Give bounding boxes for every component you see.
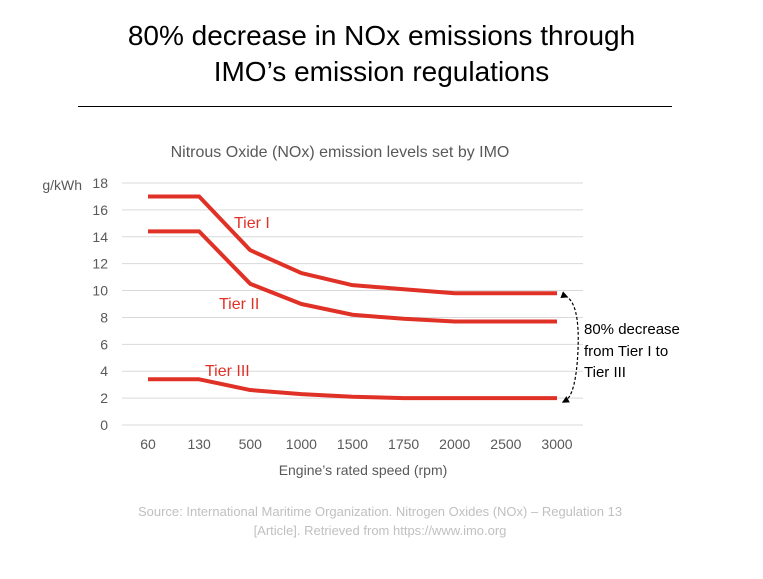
title-divider [78, 106, 672, 107]
title-line-2: IMO’s emission regulations [213, 56, 550, 87]
source-note: Source: International Maritime Organizat… [90, 502, 670, 540]
y-tick-label: 8 [100, 309, 108, 325]
y-tick-label: 12 [92, 256, 108, 272]
x-tick-label: 500 [239, 436, 263, 452]
x-axis-label: Engine’s rated speed (rpm) [279, 462, 448, 478]
series-label-tier-1: Tier I [234, 215, 270, 232]
x-tick-label: 130 [187, 436, 211, 452]
source-line-1: Source: International Maritime Organizat… [137, 504, 623, 519]
annotation-line-2: from Tier I to [584, 343, 668, 360]
y-axis-label: g/kWh [42, 177, 82, 193]
series-label-tier-3: Tier III [205, 363, 250, 380]
y-tick-label: 6 [100, 336, 108, 352]
slide-title: 80% decrease in NOx emissions through IM… [0, 18, 763, 90]
annotation-line-1: 80% decrease [584, 321, 680, 338]
x-tick-label: 2500 [490, 436, 521, 452]
x-tick-label: 2000 [439, 436, 470, 452]
y-tick-label: 14 [92, 229, 108, 245]
x-tick-label: 1500 [337, 436, 368, 452]
series-line-tier-3 [148, 377, 557, 401]
series-line-tier-2 [148, 229, 557, 324]
chart-title: Nitrous Oxide (NOx) emission levels set … [171, 144, 510, 161]
y-tick-label: 0 [100, 417, 108, 433]
series-line-tier-1 [148, 194, 557, 296]
x-tick-label: 60 [140, 436, 156, 452]
series-label-tier-2: Tier II [219, 296, 259, 313]
y-tick-label: 16 [92, 202, 108, 218]
y-tick-label: 18 [92, 175, 108, 191]
x-tick-label: 1750 [388, 436, 419, 452]
x-tick-label: 3000 [541, 436, 572, 452]
x-tick-label: 1000 [286, 436, 317, 452]
decrease-arrow [560, 291, 579, 403]
y-tick-label: 10 [92, 283, 108, 299]
title-line-1: 80% decrease in NOx emissions through [127, 20, 636, 51]
annotation-line-3: Tier III [584, 364, 626, 381]
y-tick-label: 4 [100, 363, 108, 379]
source-line-2: [Article]. Retrieved from https://www.im… [253, 523, 507, 538]
y-tick-label: 2 [100, 390, 108, 406]
